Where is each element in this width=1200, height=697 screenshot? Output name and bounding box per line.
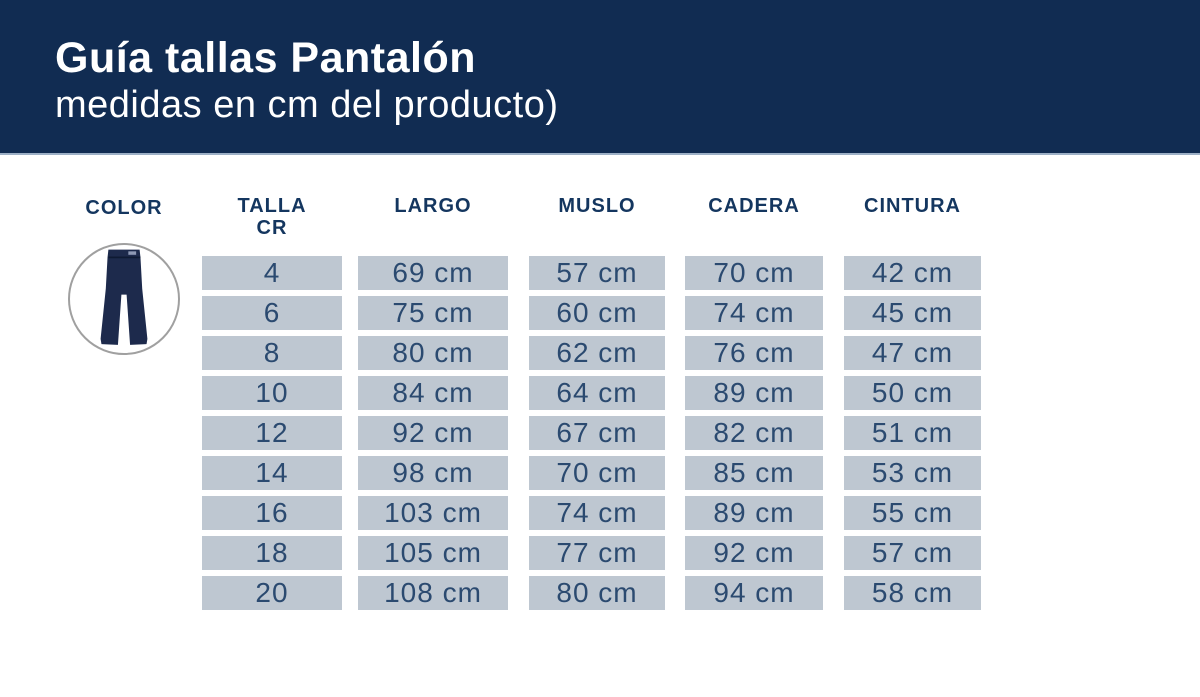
- pants-icon: [100, 249, 148, 345]
- table-row: 12 92 cm 67 cm 82 cm 51 cm: [202, 416, 981, 450]
- product-photo-circle: [68, 243, 180, 355]
- cell-cadera: 94 cm: [685, 576, 823, 610]
- column-header-muslo: MUSLO: [558, 195, 636, 217]
- cell-cintura: 53 cm: [844, 456, 981, 490]
- table-row: 18 105 cm 77 cm 92 cm 57 cm: [202, 536, 981, 570]
- column-header-cintura: CINTURA: [864, 195, 961, 217]
- page-subtitle: medidas en cm del producto): [55, 84, 559, 127]
- table-row: 16 103 cm 74 cm 89 cm 55 cm: [202, 496, 981, 530]
- cell-cintura: 58 cm: [844, 576, 981, 610]
- cell-cintura: 47 cm: [844, 336, 981, 370]
- page-title: Guía tallas Pantalón: [55, 34, 476, 82]
- cell-muslo: 64 cm: [529, 376, 665, 410]
- cell-largo: 103 cm: [358, 496, 508, 530]
- cell-cadera: 76 cm: [685, 336, 823, 370]
- cell-talla: 14: [202, 456, 342, 490]
- table-header-row: TALLA CR LARGO MUSLO CADERA CINTURA: [202, 195, 981, 239]
- column-header-largo: LARGO: [394, 195, 472, 217]
- cell-talla: 10: [202, 376, 342, 410]
- cell-cintura: 45 cm: [844, 296, 981, 330]
- cell-largo: 98 cm: [358, 456, 508, 490]
- cell-muslo: 57 cm: [529, 256, 665, 290]
- size-table: 4 69 cm 57 cm 70 cm 42 cm 6 75 cm 60 cm …: [202, 256, 981, 616]
- column-header-talla-line1: TALLA: [237, 195, 307, 217]
- cell-talla: 18: [202, 536, 342, 570]
- table-row: 20 108 cm 80 cm 94 cm 58 cm: [202, 576, 981, 610]
- cell-talla: 12: [202, 416, 342, 450]
- cell-muslo: 80 cm: [529, 576, 665, 610]
- cell-largo: 80 cm: [358, 336, 508, 370]
- table-row: 4 69 cm 57 cm 70 cm 42 cm: [202, 256, 981, 290]
- cell-cadera: 74 cm: [685, 296, 823, 330]
- cell-cadera: 82 cm: [685, 416, 823, 450]
- cell-muslo: 74 cm: [529, 496, 665, 530]
- cell-talla: 20: [202, 576, 342, 610]
- cell-cintura: 55 cm: [844, 496, 981, 530]
- cell-cadera: 92 cm: [685, 536, 823, 570]
- table-row: 8 80 cm 62 cm 76 cm 47 cm: [202, 336, 981, 370]
- cell-cadera: 85 cm: [685, 456, 823, 490]
- table-row: 14 98 cm 70 cm 85 cm 53 cm: [202, 456, 981, 490]
- column-header-color: COLOR: [85, 197, 163, 219]
- cell-cadera: 89 cm: [685, 376, 823, 410]
- column-header-talla-line2: CR: [256, 217, 288, 239]
- cell-muslo: 70 cm: [529, 456, 665, 490]
- cell-largo: 105 cm: [358, 536, 508, 570]
- banner: Guía tallas Pantalón medidas en cm del p…: [0, 0, 1200, 155]
- table-row: 6 75 cm 60 cm 74 cm 45 cm: [202, 296, 981, 330]
- cell-muslo: 62 cm: [529, 336, 665, 370]
- table-row: 10 84 cm 64 cm 89 cm 50 cm: [202, 376, 981, 410]
- cell-muslo: 60 cm: [529, 296, 665, 330]
- cell-talla: 16: [202, 496, 342, 530]
- column-header-talla-cr: TALLA CR: [202, 195, 342, 239]
- cell-cintura: 57 cm: [844, 536, 981, 570]
- cell-talla: 6: [202, 296, 342, 330]
- cell-largo: 92 cm: [358, 416, 508, 450]
- cell-cintura: 50 cm: [844, 376, 981, 410]
- cell-cintura: 51 cm: [844, 416, 981, 450]
- cell-cadera: 89 cm: [685, 496, 823, 530]
- cell-largo: 84 cm: [358, 376, 508, 410]
- cell-talla: 8: [202, 336, 342, 370]
- column-header-cadera: CADERA: [708, 195, 800, 217]
- cell-largo: 75 cm: [358, 296, 508, 330]
- cell-cintura: 42 cm: [844, 256, 981, 290]
- cell-muslo: 77 cm: [529, 536, 665, 570]
- cell-muslo: 67 cm: [529, 416, 665, 450]
- cell-largo: 108 cm: [358, 576, 508, 610]
- cell-largo: 69 cm: [358, 256, 508, 290]
- cell-talla: 4: [202, 256, 342, 290]
- cell-cadera: 70 cm: [685, 256, 823, 290]
